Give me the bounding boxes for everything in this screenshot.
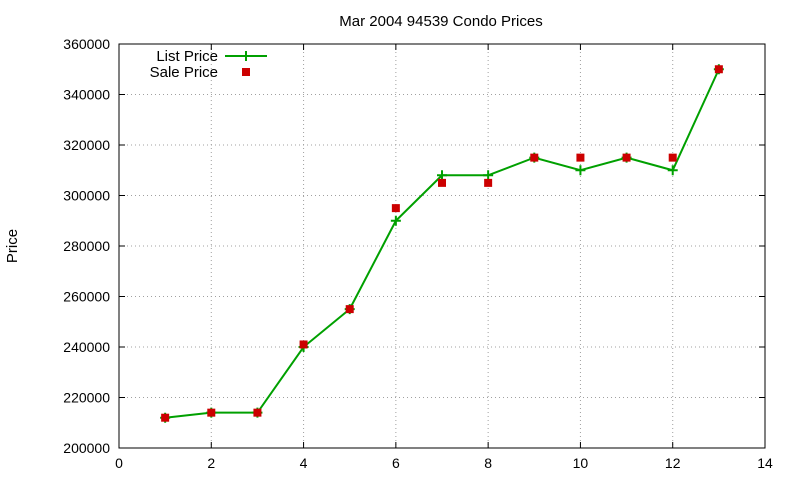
x-tick-label: 2 [207,455,215,471]
y-tick-label: 300000 [63,188,110,204]
sale-price-point [161,413,170,422]
grid-layer [119,44,765,448]
x-tick-label: 6 [392,455,400,471]
y-tick-label: 260000 [63,289,110,305]
list-price-point [575,165,586,176]
sale-price-point [668,153,677,162]
sale-price-point [391,204,400,213]
sale-price-point [622,153,631,162]
x-tick-label: 0 [115,455,123,471]
sale-price-point [345,305,354,314]
list-price-point [390,215,401,226]
ticks-layer: 0 2 4 6 8 10 12 14 200000 220000 240000 260000 28000… [63,36,773,471]
sale-price-point [714,65,723,74]
y-tick-label: 320000 [63,137,110,153]
list-price-point [437,170,447,181]
list-price-point [667,165,678,176]
y-tick-label: 280000 [63,238,110,254]
legend-label: List Price [156,48,218,65]
x-tick-label: 4 [300,455,308,471]
sale-price-point [576,153,585,162]
legend-plus-swatch [241,51,251,61]
x-tick-label: 14 [757,455,773,471]
y-tick-label: 240000 [63,339,110,355]
sale-price-point [299,340,308,349]
y-axis-label: Price [4,229,21,263]
list-price-line [165,68,720,419]
legend-label: Sale Price [150,64,218,81]
y-tick-label: 220000 [63,390,110,406]
series-layer [160,64,724,423]
sale-price-point [207,408,216,417]
chart-title: Mar 2004 94539 Condo Prices [339,13,542,30]
sale-price-point [530,153,539,162]
y-tick-label: 340000 [63,87,110,103]
y-tick-label: 200000 [63,440,110,456]
sale-price-point [253,408,262,417]
y-tick-label: 360000 [63,36,110,52]
x-tick-label: 12 [665,455,681,471]
x-tick-label: 8 [484,455,492,471]
list-price-point [483,170,494,181]
sale-price-point [484,178,493,187]
legend-square-swatch [242,68,250,76]
sale-price-point [438,178,446,187]
x-tick-label: 10 [573,455,589,471]
